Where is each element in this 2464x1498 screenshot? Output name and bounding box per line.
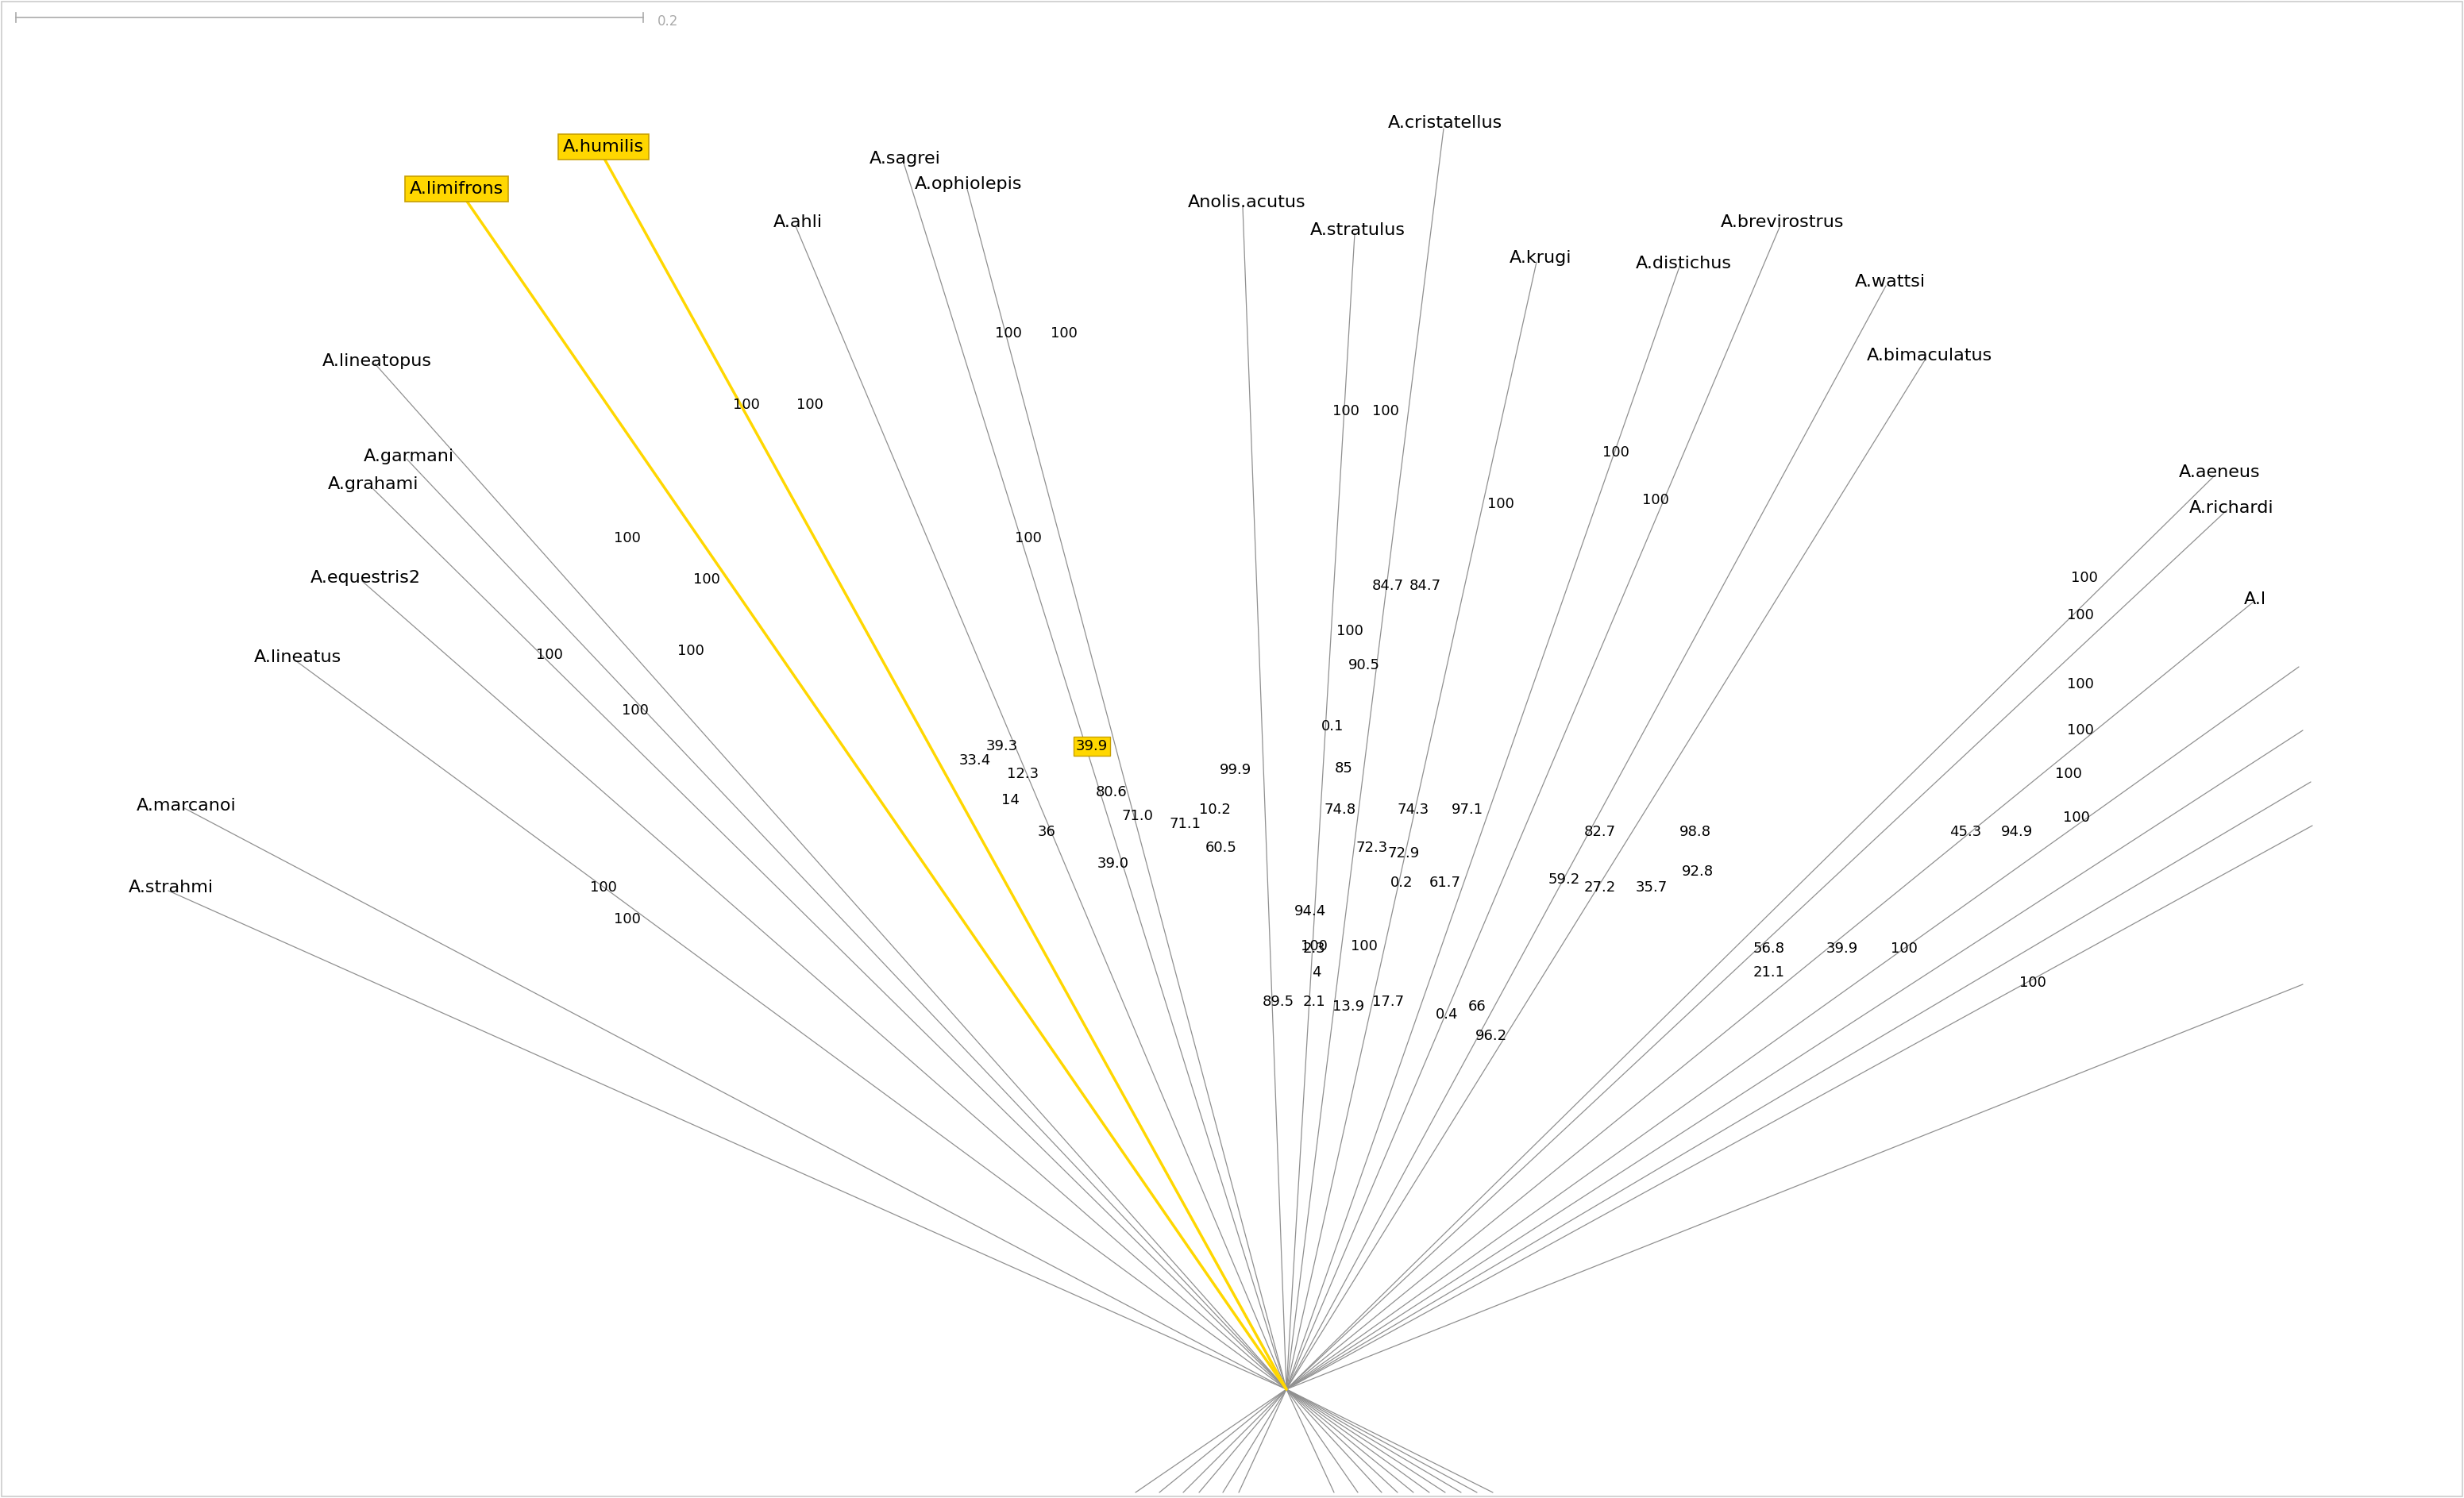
Text: 60.5: 60.5 — [1205, 840, 1237, 855]
Text: 14: 14 — [1000, 792, 1020, 807]
Text: 74.3: 74.3 — [1397, 803, 1429, 816]
Text: 100: 100 — [2020, 975, 2045, 990]
Text: 66: 66 — [1469, 999, 1486, 1014]
Text: 35.7: 35.7 — [1636, 881, 1668, 894]
Text: 100: 100 — [732, 398, 759, 412]
Text: 100: 100 — [537, 647, 562, 662]
Text: A.lineatopus: A.lineatopus — [323, 354, 431, 369]
Text: A.brevirostrus: A.brevirostrus — [1720, 214, 1846, 231]
Text: A.aeneus: A.aeneus — [2178, 464, 2259, 481]
Text: 39.3: 39.3 — [986, 739, 1018, 753]
Text: 100: 100 — [2062, 810, 2089, 825]
Text: 100: 100 — [1372, 404, 1400, 418]
Text: 100: 100 — [1333, 404, 1360, 418]
Text: 82.7: 82.7 — [1584, 825, 1616, 839]
Text: 100: 100 — [1015, 532, 1042, 545]
Text: 36: 36 — [1037, 825, 1055, 839]
Text: A.sagrei: A.sagrei — [870, 151, 941, 166]
Text: 100: 100 — [2067, 677, 2094, 692]
Text: 100: 100 — [995, 327, 1023, 340]
Text: A.cristatellus: A.cristatellus — [1387, 115, 1503, 130]
Text: 85: 85 — [1335, 761, 1353, 776]
Text: 17.7: 17.7 — [1372, 995, 1404, 1010]
Text: Anolis.acutus: Anolis.acutus — [1188, 195, 1306, 210]
Text: 2.1: 2.1 — [1303, 995, 1326, 1010]
Text: A.grahami: A.grahami — [328, 476, 419, 493]
Text: A.limifrons: A.limifrons — [409, 181, 503, 196]
Text: 100: 100 — [2067, 608, 2094, 622]
Text: 100: 100 — [2070, 571, 2097, 586]
Text: A.distichus: A.distichus — [1636, 256, 1732, 271]
Text: A.lineatus: A.lineatus — [254, 649, 342, 665]
Text: 100: 100 — [1050, 327, 1077, 340]
Text: 100: 100 — [2067, 724, 2094, 737]
Text: A.l: A.l — [2245, 592, 2267, 607]
Text: 100: 100 — [678, 644, 705, 658]
Text: 0.2: 0.2 — [658, 15, 678, 28]
Text: 100: 100 — [1488, 497, 1515, 511]
Text: A.wattsi: A.wattsi — [1855, 274, 1924, 289]
Text: 100: 100 — [614, 532, 641, 545]
Text: 71.1: 71.1 — [1168, 816, 1200, 831]
Text: 100: 100 — [614, 912, 641, 926]
Text: A.stratulus: A.stratulus — [1311, 222, 1404, 238]
Text: 100: 100 — [1890, 942, 1917, 956]
Text: 92.8: 92.8 — [1683, 864, 1712, 879]
Text: 61.7: 61.7 — [1429, 876, 1461, 890]
Text: 72.9: 72.9 — [1387, 846, 1419, 860]
Text: A.humilis: A.humilis — [562, 139, 643, 154]
Text: A.richardi: A.richardi — [2188, 500, 2274, 515]
Text: A.marcanoi: A.marcanoi — [136, 798, 237, 813]
Text: A.strahmi: A.strahmi — [128, 879, 214, 896]
Text: A.equestris2: A.equestris2 — [310, 569, 421, 586]
Text: 74.8: 74.8 — [1326, 803, 1355, 816]
Text: 0.1: 0.1 — [1321, 719, 1343, 734]
Text: 27.2: 27.2 — [1584, 881, 1616, 894]
Text: 94.4: 94.4 — [1294, 905, 1326, 918]
Text: 13.9: 13.9 — [1333, 999, 1365, 1014]
Text: 39.9: 39.9 — [1826, 942, 1858, 956]
Text: 72.3: 72.3 — [1355, 840, 1387, 855]
Text: 0.2: 0.2 — [1390, 876, 1412, 890]
Text: 39.9: 39.9 — [1077, 739, 1109, 753]
Text: A.bimaculatus: A.bimaculatus — [1868, 348, 1993, 364]
Text: A.garmani: A.garmani — [365, 448, 453, 464]
Text: 45.3: 45.3 — [1949, 825, 1981, 839]
Text: 21.1: 21.1 — [1754, 965, 1784, 980]
Text: 96.2: 96.2 — [1476, 1029, 1508, 1043]
Text: 84.7: 84.7 — [1372, 578, 1404, 593]
Text: A.ahli: A.ahli — [774, 214, 823, 231]
Text: 98.8: 98.8 — [1680, 825, 1710, 839]
Text: 97.1: 97.1 — [1451, 803, 1483, 816]
Text: 99.9: 99.9 — [1220, 762, 1252, 777]
Text: 100: 100 — [1301, 939, 1328, 953]
Text: 100: 100 — [692, 572, 719, 587]
Text: 4: 4 — [1311, 965, 1321, 980]
Text: 12.3: 12.3 — [1008, 767, 1040, 780]
Text: 100: 100 — [2055, 767, 2082, 780]
Text: 100: 100 — [1641, 493, 1668, 508]
Text: 39.0: 39.0 — [1096, 857, 1129, 870]
Text: A.krugi: A.krugi — [1510, 250, 1572, 267]
Text: A.ophiolepis: A.ophiolepis — [914, 177, 1023, 192]
Text: 89.5: 89.5 — [1262, 995, 1294, 1010]
Text: 56.8: 56.8 — [1754, 942, 1784, 956]
Text: 59.2: 59.2 — [1547, 872, 1579, 887]
Text: 10.2: 10.2 — [1200, 803, 1230, 816]
Text: 100: 100 — [1602, 445, 1629, 460]
Text: 90.5: 90.5 — [1348, 658, 1380, 673]
Text: 0.4: 0.4 — [1437, 1007, 1459, 1022]
Text: 71.0: 71.0 — [1121, 809, 1153, 824]
Text: 100: 100 — [1335, 625, 1363, 638]
Text: 100: 100 — [1350, 939, 1377, 953]
Text: 100: 100 — [796, 398, 823, 412]
Text: 100: 100 — [621, 704, 648, 718]
Text: 84.7: 84.7 — [1409, 578, 1441, 593]
Text: 100: 100 — [589, 881, 616, 894]
Text: 33.4: 33.4 — [958, 753, 991, 767]
Text: 94.9: 94.9 — [2001, 825, 2033, 839]
Text: 80.6: 80.6 — [1096, 785, 1129, 800]
Text: 2.3: 2.3 — [1303, 942, 1326, 956]
